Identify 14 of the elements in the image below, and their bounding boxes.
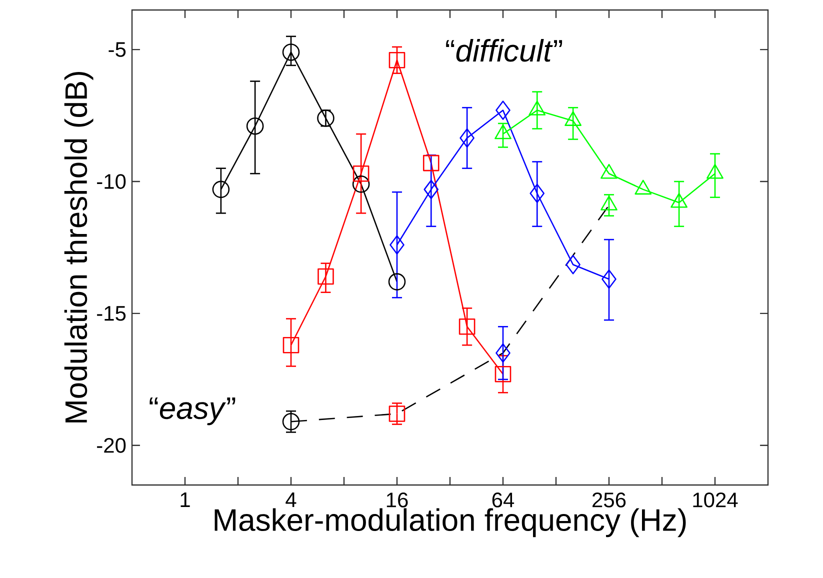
x-tick-label: 16 [386,492,408,508]
x-tick-label: 1024 [693,492,738,508]
x-tick-label: 64 [492,492,514,508]
x-tick-label: 256 [592,492,626,508]
y-tick-label: -5 [108,42,126,57]
annotation: “easy” [150,397,236,426]
x-tick-label: 4 [286,492,296,507]
x-axis-title: Masker-modulation frequency (Hz) [214,508,686,538]
y-axis-title: Modulation threshold (dB) [64,72,94,422]
y-tick-label: -15 [97,306,126,321]
x-tick-label: 1 [180,492,190,507]
annotation: “difficult” [446,38,562,62]
y-tick-label: -20 [97,438,126,453]
y-tick-label: -10 [97,174,126,189]
